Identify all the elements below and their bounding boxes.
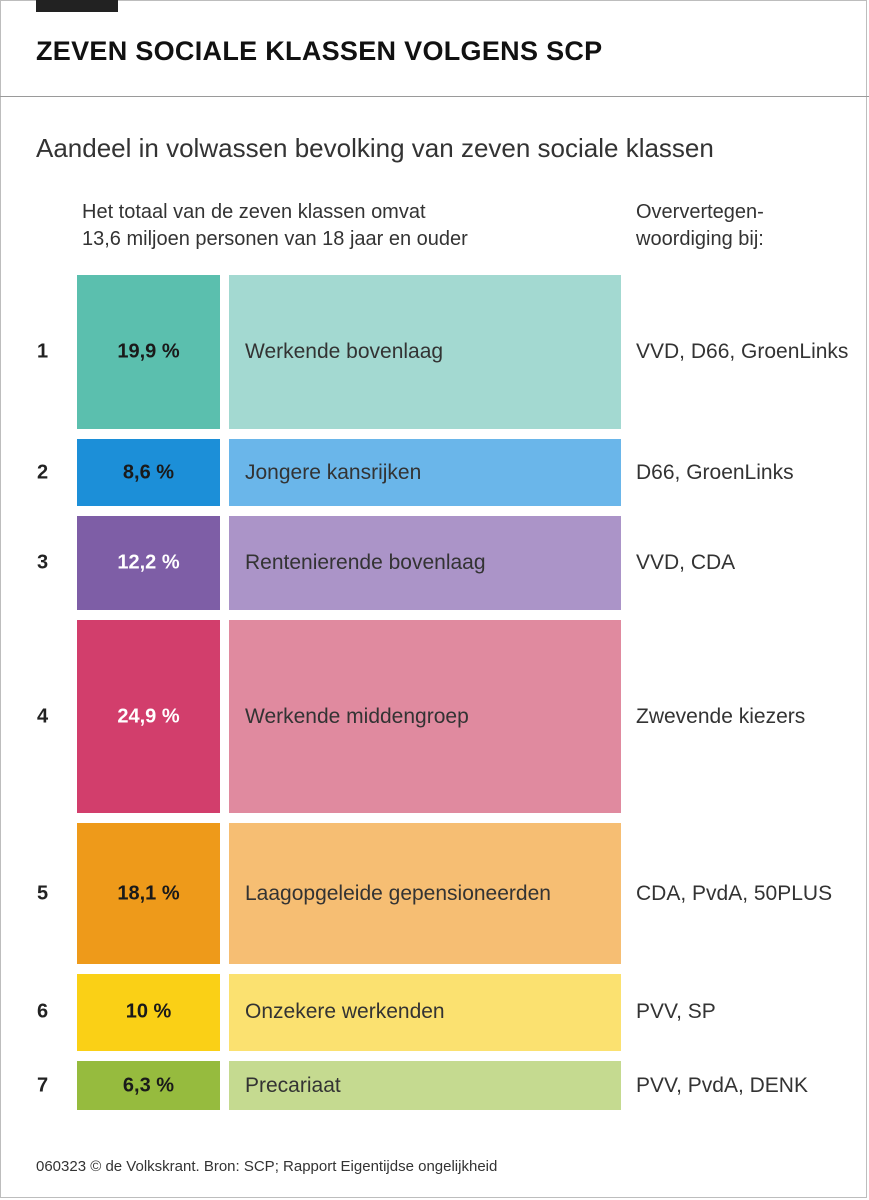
class-name-bar: Onzekere werkenden — [229, 973, 621, 1052]
class-row-2: 2 8,6 % Jongere kansrijken D66, GroenLinks — [0, 439, 869, 506]
class-name: Onzekere werkenden — [245, 1000, 445, 1024]
class-name: Precariaat — [245, 1073, 341, 1097]
share-label: 8,6 % — [122, 461, 175, 484]
class-row-7: 7 6,3 % Precariaat PVV, PvdA, DENK — [0, 1061, 869, 1110]
share-label: 18,1 % — [117, 882, 180, 905]
class-name: Rentenierende bovenlaag — [245, 551, 486, 575]
share-label: 19,9 % — [117, 340, 180, 363]
class-name: Werkende bovenlaag — [245, 340, 444, 364]
class-row-1: 1 19,9 % Werkende bovenlaag VVD, D66, Groen… — [0, 275, 869, 430]
class-name-bar: Jongere kansrijken — [229, 439, 621, 506]
page-title: ZEVEN SOCIALE KLASSEN VOLGENS SCP — [36, 36, 603, 66]
class-row-3: 3 12,2 % Rentenierende bovenlaag VVD, CDA — [0, 515, 869, 611]
overrepresented-parties: VVD, D66, GroenLinks — [636, 340, 849, 364]
overrepresented-parties: PVV, SP — [636, 1000, 716, 1024]
share-label: 6,3 % — [122, 1074, 175, 1097]
class-name: Jongere kansrijken — [245, 460, 422, 484]
class-name: Werkende middengroep — [245, 704, 469, 728]
share-label: 12,2 % — [117, 551, 180, 574]
total-note: Het totaal van de zeven klassen omvat 13… — [82, 199, 602, 253]
chart-subtitle: Aandeel in volwassen bevolking van zeven… — [36, 133, 714, 163]
top-accent-bar — [36, 0, 118, 12]
class-name-bar: Werkende bovenlaag — [229, 275, 621, 430]
total-note-line-1: Het totaal van de zeven klassen omvat — [82, 201, 426, 223]
class-name-bar: Laagopgeleide gepensioneerden — [229, 823, 621, 964]
overrepresented-parties: PVV, PvdA, DENK — [636, 1073, 808, 1097]
class-rank: 4 — [37, 705, 49, 728]
total-note-line-2: 13,6 miljoen personen van 18 jaar en oud… — [82, 228, 468, 250]
overrepresented-parties: D66, GroenLinks — [636, 460, 794, 484]
class-name: Laagopgeleide gepensioneerden — [245, 881, 551, 905]
share-bar: 10 % — [77, 973, 220, 1052]
class-rank: 3 — [37, 551, 49, 574]
class-rank: 2 — [37, 461, 49, 484]
overrepresented-parties: CDA, PvdA, 50PLUS — [636, 881, 833, 905]
overrepresentation-header-line-2: woordiging bij: — [636, 228, 764, 250]
class-name-bar: Werkende middengroep — [229, 620, 621, 814]
class-rank: 6 — [37, 1000, 49, 1023]
title-divider — [0, 96, 869, 97]
class-row-5: 5 18,1 % Laagopgeleide gepensioneerden CDA,… — [0, 823, 869, 964]
share-label: 24,9 % — [117, 705, 180, 728]
share-bar: 18,1 % — [77, 823, 220, 964]
class-rank: 7 — [37, 1074, 49, 1097]
class-row-4: 4 24,9 % Werkende middengroep Zwevende kiez… — [0, 620, 869, 814]
share-label: 10 % — [125, 1000, 172, 1023]
class-name-bar: Rentenierende bovenlaag — [229, 515, 621, 611]
source-footer: 060323 © de Volkskrant. Bron: SCP; Rappo… — [36, 1158, 498, 1175]
class-row-6: 6 10 % Onzekere werkenden PVV, SP — [0, 973, 869, 1052]
overrepresented-parties: VVD, CDA — [636, 551, 736, 575]
overrepresentation-header: Oververtegen- woordiging bij: — [636, 199, 856, 253]
share-bar: 12,2 % — [77, 515, 220, 611]
class-rank: 1 — [37, 340, 49, 363]
share-bar: 8,6 % — [77, 439, 220, 506]
overrepresented-parties: Zwevende kiezers — [636, 704, 806, 728]
class-rank: 5 — [37, 882, 49, 905]
share-bar: 24,9 % — [77, 620, 220, 814]
class-name-bar: Precariaat — [229, 1061, 621, 1110]
overrepresentation-header-line-1: Oververtegen- — [636, 201, 764, 223]
share-bar: 6,3 % — [77, 1061, 220, 1110]
share-bar: 19,9 % — [77, 275, 220, 430]
